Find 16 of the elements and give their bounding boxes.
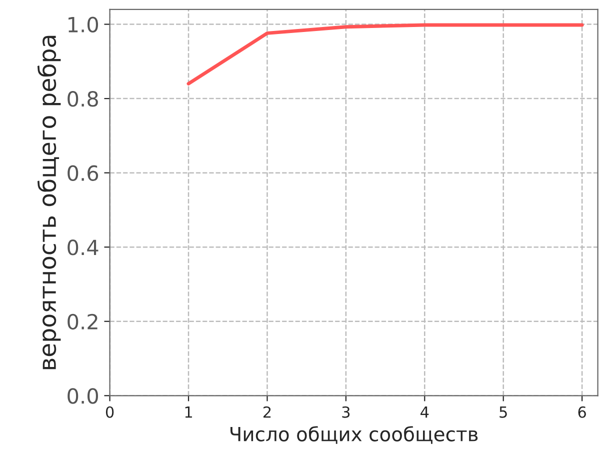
- y-tick-label: 1.0: [68, 16, 98, 32]
- x-tick-label: 2: [263, 406, 271, 418]
- x-tick-label: 4: [420, 406, 429, 418]
- y-tick-label: 0.4: [68, 240, 98, 256]
- y-axis-title: вероятность общего ребра: [37, 36, 61, 370]
- line-series: [186, 23, 584, 86]
- x-tick-label: 0: [106, 406, 114, 418]
- x-tick-label: 5: [500, 406, 507, 418]
- y-tick-label: 0.6: [68, 165, 98, 182]
- y-tick-label: 0.0: [68, 388, 98, 404]
- x-tick-label: 1: [185, 406, 192, 418]
- y-tick-label: 0.2: [68, 314, 98, 330]
- x-axis-title: Число общих сообществ: [230, 426, 478, 444]
- y-tick-label: 0.8: [68, 91, 98, 107]
- x-tick-label: 6: [578, 406, 586, 418]
- x-tick-label: 3: [342, 406, 350, 418]
